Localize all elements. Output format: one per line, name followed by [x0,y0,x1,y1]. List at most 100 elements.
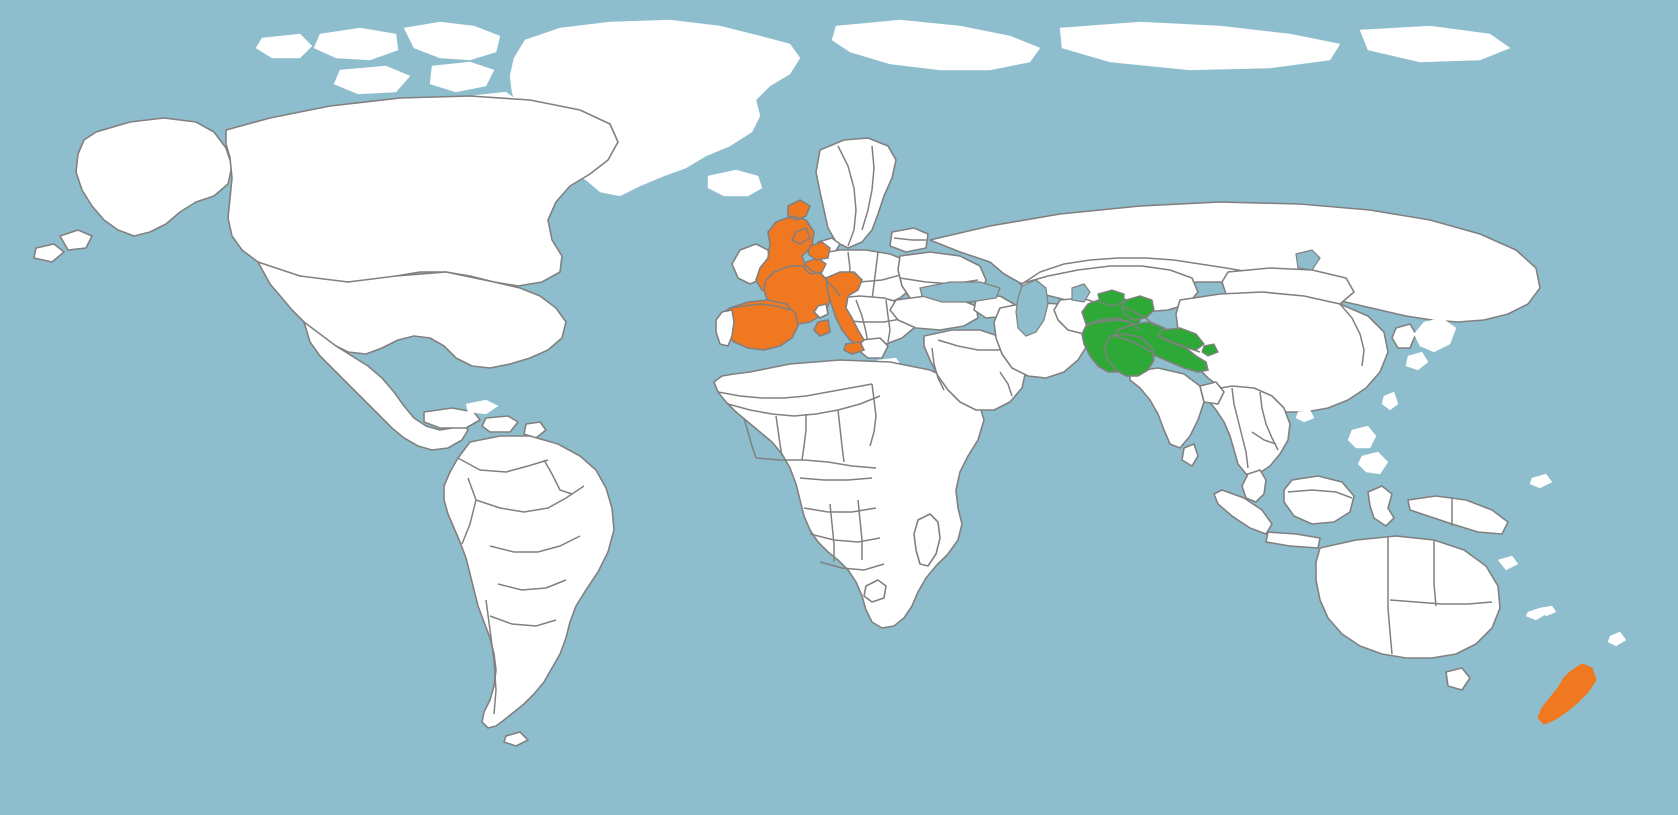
qld-nt-border [1433,540,1437,607]
china-east-border [1339,303,1365,367]
new-guinea-shape[interactable] [1407,495,1509,535]
region-australia[interactable] [1315,535,1501,691]
drc-border-north [799,477,873,481]
sahel-border-north [717,383,873,399]
canadian-arctic-island-1 [403,21,501,61]
vanuatu-shape [1539,605,1557,617]
java-shape[interactable] [1265,531,1321,549]
lake-baikal [1295,249,1321,271]
sardinia-highlight-shape[interactable] [813,319,831,337]
belgium-france-border [805,265,823,275]
scandinavia-shape[interactable] [815,137,897,249]
bhutan-shape[interactable] [1201,343,1219,357]
black-sea [919,281,1001,303]
baltic-internal-border [893,237,926,241]
hainan-shape [1295,409,1315,423]
lesotho-region-shape[interactable] [863,579,887,603]
netherlands-shape[interactable] [807,241,831,261]
canadian-arctic-island-5 [333,65,411,95]
canada-shape[interactable] [225,95,619,287]
alaska-shape[interactable] [33,117,233,263]
mali-burkina-border [743,417,757,459]
new-caledonia-shape [1525,607,1547,621]
oman-yemen-border [999,371,1013,397]
bolivia-brazil-border [489,535,581,553]
laos-vietnam-border [1259,391,1279,451]
portugal-shape[interactable] [715,309,735,347]
region-north-america[interactable] [33,95,619,451]
chile-argentina-border [485,599,497,715]
venezuela-colombia-border [457,457,549,473]
cambodia-border [1251,431,1277,445]
sri-lanka-shape[interactable] [1181,443,1199,467]
border-overlay-group [729,265,1201,355]
severnaya-zemlya [1059,21,1341,71]
malay-peninsula-shape[interactable] [1241,469,1267,503]
philippines-shape [1347,425,1389,475]
tierra-del-fuego-shape[interactable] [503,731,529,747]
borneo-shape[interactable] [1283,475,1355,525]
bangladesh-shape[interactable] [1199,381,1225,405]
region-africa[interactable] [713,359,985,629]
sa-nsw-border [1389,599,1493,605]
aral-sea [1071,283,1091,303]
botswana-southafrica-border [819,561,885,571]
svalbard-arctic [831,19,1041,71]
sulawesi-shape[interactable] [1367,485,1395,527]
caspian-sea [1015,279,1049,337]
mexico-central-america-shape[interactable] [303,321,469,451]
corsica-white-shape[interactable] [813,303,829,319]
canadian-arctic-island-4 [429,61,495,93]
france-italy-border [825,279,841,297]
hispaniola-shape[interactable] [481,415,519,433]
serbia-border [855,299,869,345]
wa-sa-border [1387,536,1393,655]
peru-brazil-border [475,485,585,513]
region-south-america[interactable] [443,435,615,747]
southeast-asia-mainland-shape[interactable] [1207,385,1291,475]
chad-car-border [801,414,807,461]
kashmir-south-border [1121,305,1155,327]
poland-belarus-border [871,251,879,301]
niger-nigeria-border [775,415,783,457]
malaysia-indonesia-borneo-border [1287,489,1353,499]
uruguay-argentina-border [489,615,557,627]
zambia-zimbabwe-border [809,533,881,543]
spain-france-border [729,303,791,311]
tajikistan-shape[interactable] [1097,289,1125,307]
canadian-arctic-island-2 [313,27,399,61]
africa-shape[interactable] [713,359,985,629]
korea-shape[interactable] [1391,323,1417,349]
paraguay-argentina-border [497,579,567,591]
micronesia-shape [1529,473,1553,489]
region-pacific-islands [1497,473,1627,647]
iceland-shape [707,169,763,197]
bahamas-shape [465,399,499,415]
russia-kazakhstan-border [1021,257,1273,285]
tanzania-mozambique-border [857,499,863,560]
fiji-shape [1607,631,1627,647]
solomon-islands-shape [1497,555,1519,571]
region-russia-central-asia[interactable] [919,201,1541,337]
puerto-rico-shape[interactable] [523,421,547,439]
new-zealand-south-island-shape[interactable] [1537,663,1597,725]
south-america-shape[interactable] [443,435,615,729]
norway-sweden-border [837,145,857,247]
region-asia[interactable] [1129,291,1509,549]
new-siberian-islands [1359,25,1511,63]
nepal-india-border [1157,335,1201,353]
sicily-highlight-shape[interactable] [843,341,865,355]
madagascar-shape[interactable] [913,513,941,567]
india-central-highlight-shape[interactable] [1103,333,1155,377]
sumatra-shape[interactable] [1213,489,1273,535]
sahel-border-south [727,395,881,417]
colombia-brazil-border [461,477,477,545]
guyana-border [543,459,573,495]
cuba-shape[interactable] [423,407,481,429]
australia-shape[interactable] [1315,535,1501,659]
south-india-shape[interactable] [1129,367,1205,449]
tasmania-shape[interactable] [1445,667,1471,691]
taiwan-shape [1381,391,1399,411]
